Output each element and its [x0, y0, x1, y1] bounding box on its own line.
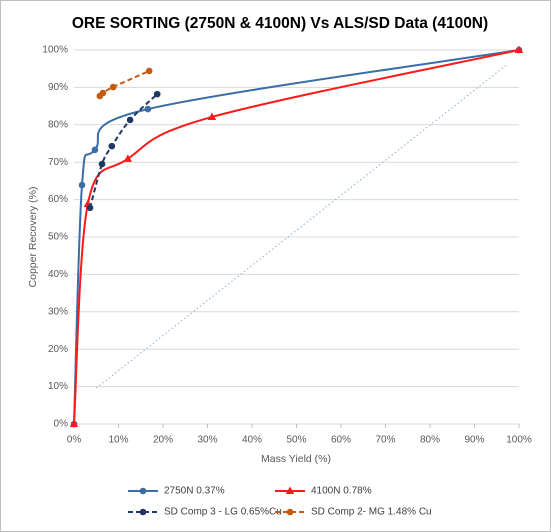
series-line [73, 49, 520, 425]
legend-label: SD Comp 2- MG 1.48% Cu [311, 507, 432, 518]
x-tick-label: 50% [286, 435, 306, 446]
series-line [95, 63, 509, 389]
marker [91, 146, 99, 154]
marker [126, 116, 134, 124]
marker [78, 181, 86, 189]
y-tick-label: 60% [48, 194, 68, 205]
x-tick-label: 0% [67, 435, 82, 446]
x-tick-label: 90% [464, 435, 484, 446]
x-tick-label: 20% [153, 435, 173, 446]
x-axis-title: Mass Yield (%) [261, 453, 331, 465]
x-tick-label: 60% [331, 435, 351, 446]
marker [207, 112, 217, 120]
legend-label: 2750N 0.37% [164, 486, 225, 497]
legend-marker [285, 486, 295, 494]
y-tick-label: 0% [54, 419, 69, 430]
y-tick-label: 50% [48, 232, 68, 243]
x-tick-label: 100% [506, 435, 532, 446]
legend-marker [286, 508, 294, 516]
x-tick-label: 40% [242, 435, 262, 446]
marker [144, 105, 152, 113]
marker [99, 89, 107, 97]
y-tick-label: 100% [42, 45, 68, 56]
y-axis-title: Copper Recovery (%) [27, 187, 39, 288]
legend-label: 4100N 0.78% [311, 486, 372, 497]
marker [153, 90, 161, 98]
x-tick-label: 30% [197, 435, 217, 446]
marker [86, 204, 94, 212]
y-tick-label: 20% [48, 344, 68, 355]
legend-marker [139, 487, 147, 495]
legend-marker [139, 508, 147, 516]
marker [145, 67, 153, 75]
marker [514, 45, 524, 53]
y-tick-label: 90% [48, 82, 68, 93]
x-tick-label: 70% [375, 435, 395, 446]
legend-label: SD Comp 3 - LG 0.65%Cu [164, 507, 282, 518]
chart-title: ORE SORTING (2750N & 4100N) Vs ALS/SD Da… [72, 15, 488, 32]
marker [109, 83, 117, 91]
y-tick-label: 80% [48, 119, 68, 130]
marker [98, 160, 106, 168]
y-tick-label: 40% [48, 269, 68, 280]
y-tick-label: 10% [48, 381, 68, 392]
marker [123, 154, 133, 162]
series-line [73, 49, 520, 425]
x-tick-label: 80% [420, 435, 440, 446]
y-tick-label: 70% [48, 157, 68, 168]
x-tick-label: 10% [108, 435, 128, 446]
marker [108, 142, 116, 150]
marker [69, 419, 79, 427]
y-tick-label: 30% [48, 306, 68, 317]
